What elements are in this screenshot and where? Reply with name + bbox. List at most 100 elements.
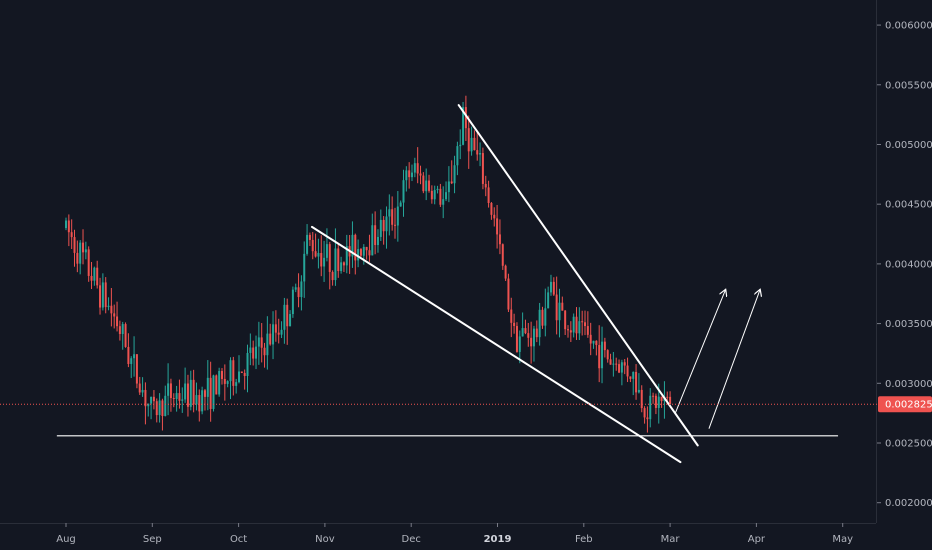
candle (70, 219, 73, 250)
candle (345, 234, 348, 274)
candle-body (615, 363, 618, 365)
candle (181, 387, 184, 413)
candle-body (215, 375, 218, 395)
candle-body (206, 377, 209, 397)
candle (445, 181, 448, 202)
candle-body (637, 389, 640, 393)
candle (226, 380, 229, 388)
candle (481, 147, 484, 190)
candle-body (376, 236, 379, 246)
candle-body (201, 390, 204, 412)
candle-body (277, 332, 280, 335)
candle-body (462, 107, 465, 145)
drawing-layer[interactable] (56, 104, 839, 464)
candle (484, 175, 487, 197)
candle (408, 162, 411, 189)
candle (65, 217, 67, 231)
time-tick-label: May (832, 534, 853, 545)
candle-body (603, 341, 606, 351)
time-tick-label: Oct (230, 534, 247, 545)
candle (135, 354, 138, 389)
last-price-label: 0.002825 (885, 400, 932, 411)
candle-body (518, 336, 521, 352)
candle (152, 390, 155, 410)
candle (294, 283, 297, 293)
candle (507, 273, 510, 313)
projection-arrow-2[interactable] (708, 290, 760, 429)
candle-body (135, 354, 138, 384)
candle (178, 379, 181, 409)
time-scale[interactable]: Aug Sep Oct Nov Dec 2019 Feb Mar Apr May (56, 523, 853, 545)
candle (303, 241, 306, 298)
candle (141, 377, 144, 397)
candle-body (439, 188, 442, 205)
candle (629, 376, 632, 383)
candle (195, 382, 198, 411)
candle (220, 368, 223, 385)
candle-body (130, 358, 133, 364)
candle (643, 406, 646, 424)
candle-body (601, 341, 604, 369)
candle (433, 185, 436, 205)
candle (87, 246, 90, 282)
candle (201, 386, 204, 415)
candle-body (640, 389, 643, 409)
candle (73, 229, 76, 267)
candle (498, 219, 501, 255)
candle-body (416, 163, 419, 174)
candle (524, 319, 527, 335)
last-price-badge (878, 396, 932, 413)
candle-body (595, 340, 598, 346)
candle (442, 186, 445, 219)
candle-body (385, 216, 388, 232)
candle-body (541, 309, 544, 326)
candle-body (521, 328, 524, 337)
upper-wedge-line[interactable] (457, 104, 699, 447)
candle (669, 391, 672, 405)
candle (430, 185, 433, 204)
price-tick-label: 0.003500 (885, 319, 932, 330)
candle-body (67, 220, 70, 233)
candle-body (147, 403, 150, 407)
candle-body (549, 281, 552, 293)
candle (212, 374, 215, 412)
candle-body (104, 282, 107, 308)
candle (269, 323, 272, 346)
candle (206, 360, 209, 411)
candle-body (436, 188, 439, 191)
candle-body (246, 352, 249, 376)
candle-body (623, 362, 626, 366)
candle (615, 357, 618, 371)
candle (564, 309, 567, 335)
candle (640, 385, 643, 413)
candle (249, 333, 252, 366)
candle-body (178, 393, 181, 401)
lower-wedge-line[interactable] (310, 225, 682, 464)
candle-body (555, 294, 558, 321)
price-tick-label: 0.005000 (885, 140, 932, 151)
candle (218, 367, 221, 397)
candle (371, 213, 374, 256)
candle-body (181, 399, 184, 401)
candle (232, 356, 235, 396)
candle (527, 322, 530, 347)
candle (223, 364, 226, 401)
price-scale[interactable]: 0.006000 0.005500 0.005000 0.004500 0.004000… (877, 21, 932, 510)
candle-body (453, 165, 456, 184)
candle-body (107, 305, 110, 308)
candle (459, 129, 462, 160)
candle-body (283, 304, 286, 330)
candle-body (101, 282, 104, 308)
candle (246, 344, 249, 393)
candle-body (337, 248, 340, 272)
projection-arrow-1[interactable] (674, 290, 725, 414)
candle (450, 160, 453, 185)
candle-body (447, 181, 450, 193)
candle-body (598, 345, 601, 369)
candle-body (345, 246, 348, 266)
candle (462, 101, 465, 146)
candle (104, 277, 107, 314)
candle (320, 235, 323, 277)
candle (99, 277, 102, 315)
